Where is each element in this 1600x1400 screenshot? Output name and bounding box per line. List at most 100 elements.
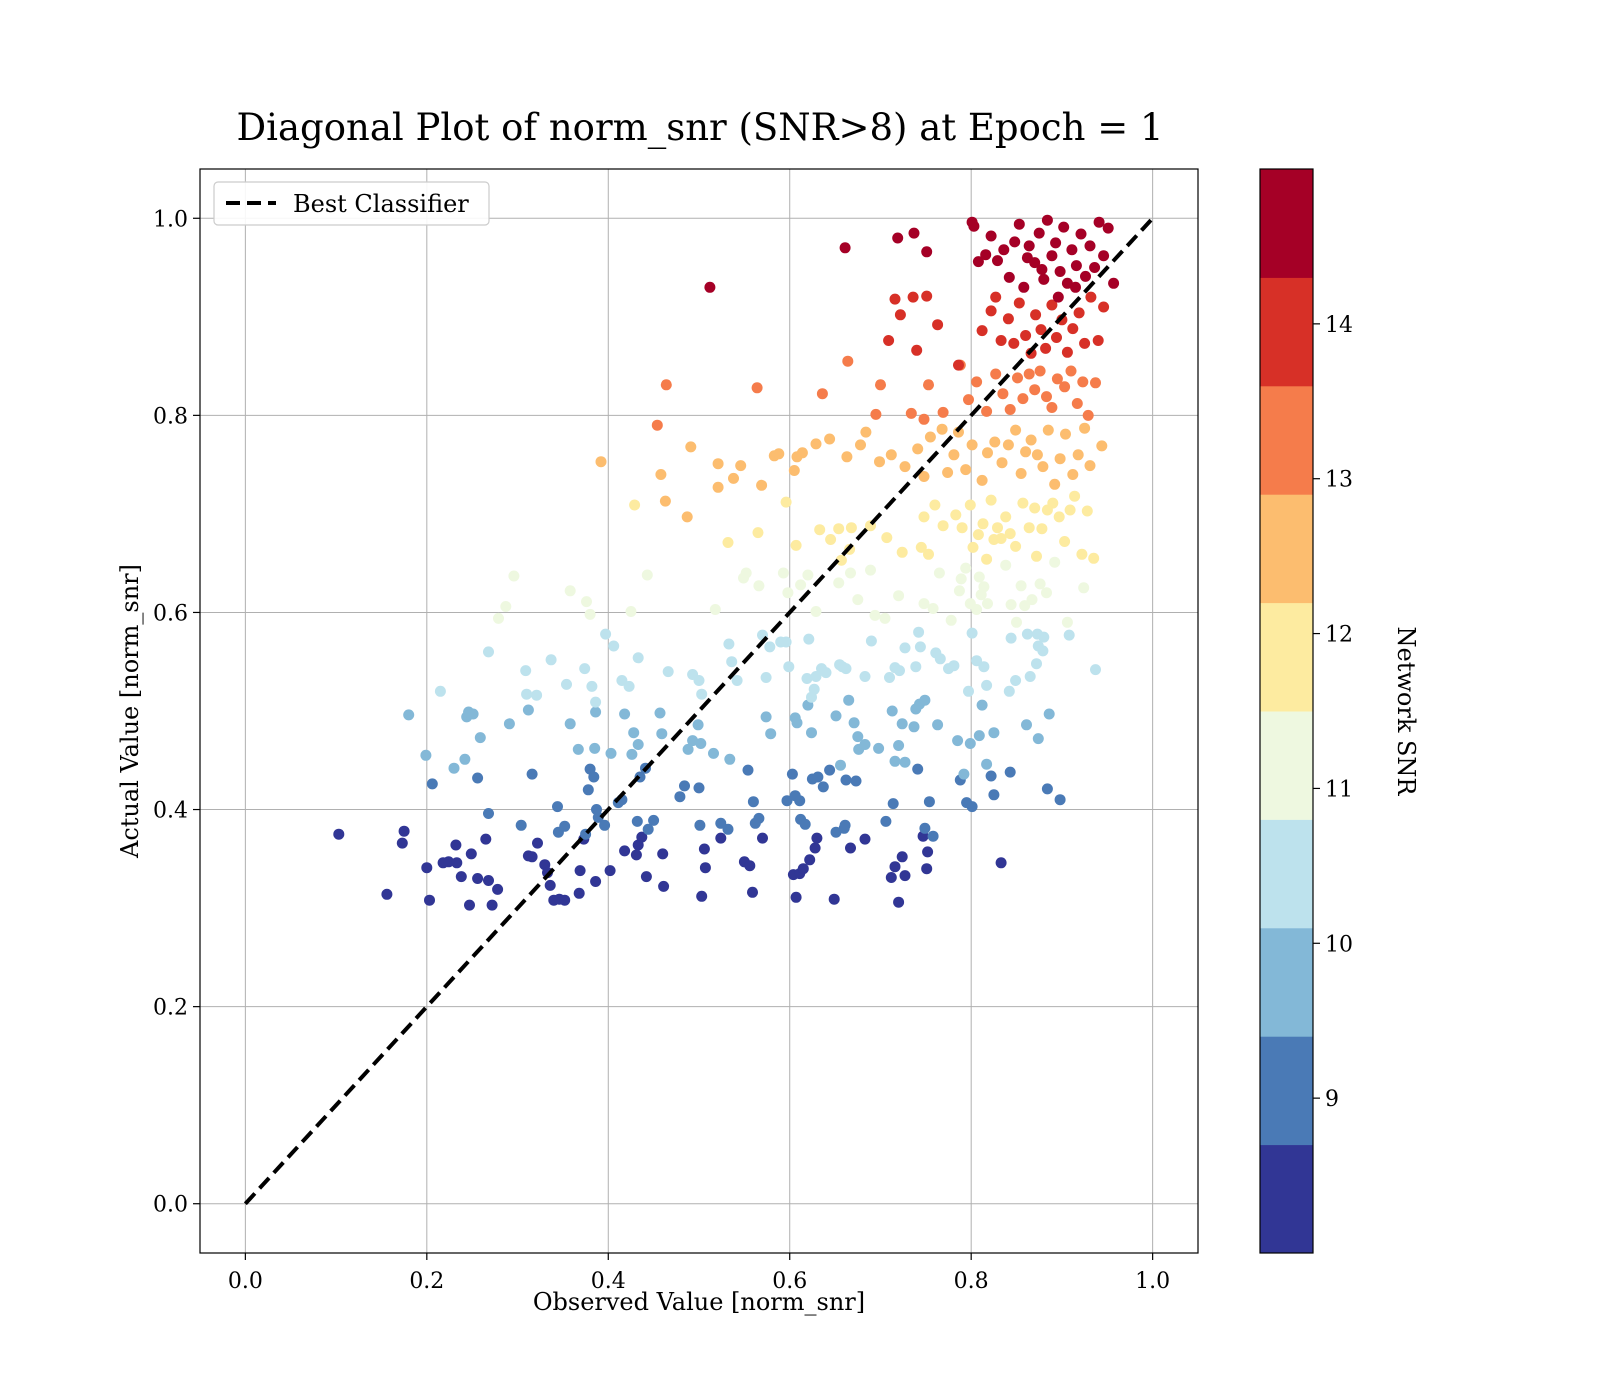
data-point [398,825,410,837]
data-point [1038,631,1050,643]
y-tick-label: 0.4 [153,799,188,824]
data-point [932,319,944,331]
data-point [927,603,939,614]
data-point [1010,540,1022,552]
data-point [1032,733,1044,745]
data-point [1058,221,1070,233]
data-point [788,465,800,476]
data-point [685,441,697,453]
colorbar-segment [1260,169,1313,278]
data-point [1077,376,1089,388]
data-point [814,524,826,536]
data-point [881,532,893,544]
data-point [996,457,1008,469]
data-point [824,764,836,776]
data-point [1061,346,1073,358]
data-point [760,711,772,723]
colorbar-segment [1260,819,1313,929]
data-point [803,633,815,645]
data-point [740,567,752,579]
data-point [695,738,707,749]
data-point [636,831,648,843]
data-point [1079,422,1091,434]
data-point [985,770,997,782]
data-point [693,782,705,794]
data-point [451,857,463,869]
data-point [693,675,705,686]
data-point [1066,244,1078,256]
data-point [696,890,708,902]
data-point [1108,277,1120,289]
data-point [632,739,644,750]
colorbar-segment [1260,602,1313,712]
data-point [981,553,993,565]
data-point [595,456,607,468]
data-point [978,581,990,593]
data-point [1017,497,1029,509]
data-point [812,771,824,783]
data-point [1053,511,1065,523]
data-point [992,255,1003,267]
data-point [722,537,734,548]
data-point [810,438,822,450]
data-point [1089,262,1101,273]
data-point [973,571,985,583]
data-point [403,709,415,721]
data-point [824,433,836,445]
data-point [483,808,494,819]
colorbar-segment [1260,385,1313,495]
x-tick-label: 0.8 [954,1269,989,1294]
data-point [1041,214,1053,226]
data-point [963,685,974,697]
data-point [966,801,978,813]
data-point [976,325,988,337]
data-point [709,604,721,615]
data-point [966,627,978,639]
data-point [982,447,993,459]
data-point [896,851,908,863]
data-point [945,614,957,626]
data-point [777,567,789,579]
data-point [1076,548,1088,560]
data-point [1069,490,1081,502]
x-tick-label: 1.0 [1135,1269,1170,1294]
data-point [396,837,408,849]
data-point [1037,461,1049,473]
data-point [915,541,927,553]
data-point [751,382,763,394]
data-point [816,388,828,400]
data-point [1063,629,1075,641]
data-point [753,812,765,824]
data-point [588,771,600,783]
colorbar-segment [1260,1144,1313,1254]
data-point [988,789,1000,801]
data-point [967,541,979,553]
data-point [997,388,1009,400]
data-point [955,573,967,585]
data-point [731,675,743,686]
data-point [561,678,572,690]
data-point [828,893,840,905]
data-point [724,753,736,765]
data-point [998,244,1010,256]
chart-title: Diagonal Plot of norm_snr (SNR>8) at Epo… [236,106,1163,150]
data-point [811,832,823,844]
data-point [626,748,638,760]
data-point [662,666,674,678]
data-point [1023,240,1035,252]
data-point [852,594,864,606]
data-point [860,426,872,438]
data-point [715,817,727,829]
data-point [914,641,926,653]
data-point [654,707,666,719]
data-point [760,672,772,683]
data-point [747,796,759,808]
y-tick-label: 1.0 [153,207,188,232]
data-point [842,355,854,367]
best-classifier-line [243,216,1155,1206]
data-point [1023,522,1035,534]
data-point [1011,616,1022,628]
data-point [619,708,631,720]
data-point [500,601,512,612]
data-point [964,738,976,749]
